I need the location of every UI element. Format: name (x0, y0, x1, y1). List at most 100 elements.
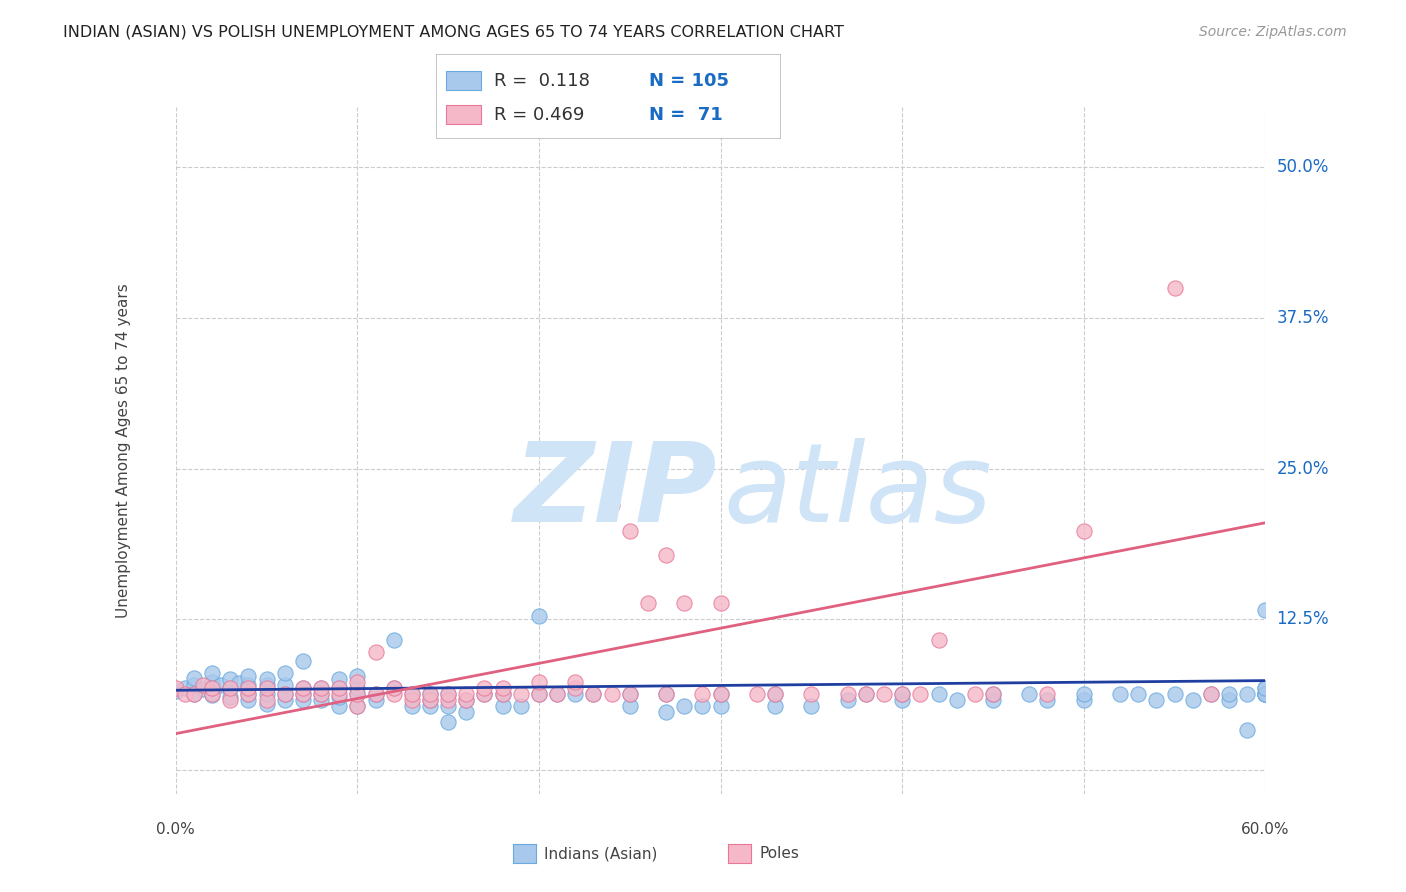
Point (382, 632, 405, 647)
Point (219, 693, 242, 707)
Point (710, 687, 733, 701)
Text: ZIP: ZIP (513, 438, 717, 545)
Point (201, 688, 224, 702)
Point (309, 681, 332, 695)
Point (437, 687, 460, 701)
Point (1218, 693, 1240, 707)
Point (891, 687, 914, 701)
Point (873, 687, 896, 701)
Point (346, 698, 368, 713)
Point (382, 681, 405, 695)
Text: N = 105: N = 105 (650, 71, 730, 89)
Point (256, 697, 278, 711)
Point (692, 687, 714, 701)
Point (582, 687, 605, 701)
Point (1018, 687, 1040, 701)
Point (309, 681, 332, 695)
Text: 37.5%: 37.5% (1277, 309, 1329, 326)
Point (1073, 693, 1095, 707)
Point (710, 597, 733, 611)
Point (981, 687, 1004, 701)
Point (219, 690, 242, 705)
Point (437, 687, 460, 701)
Point (191, 678, 214, 692)
Point (328, 690, 350, 705)
Point (1146, 693, 1168, 707)
Point (1199, 687, 1222, 701)
Text: 50.0%: 50.0% (1277, 158, 1329, 177)
Point (910, 687, 932, 701)
Point (274, 687, 297, 701)
Point (201, 681, 224, 695)
Point (600, 687, 623, 701)
Point (456, 705, 478, 719)
Text: 60.0%: 60.0% (1241, 822, 1289, 837)
Point (655, 687, 678, 701)
Point (419, 687, 441, 701)
Point (1254, 681, 1277, 695)
Point (492, 687, 515, 701)
Text: Indians (Asian): Indians (Asian) (544, 847, 658, 861)
Point (655, 687, 678, 701)
Point (474, 687, 496, 701)
Point (291, 654, 314, 668)
Point (855, 687, 877, 701)
Point (401, 698, 423, 713)
Point (1073, 687, 1095, 701)
Point (228, 676, 250, 690)
Point (763, 698, 786, 713)
Point (619, 524, 641, 539)
Point (364, 687, 387, 701)
Point (183, 671, 205, 685)
Point (401, 687, 423, 701)
Text: N =  71: N = 71 (650, 105, 723, 123)
Point (1109, 687, 1132, 701)
Point (256, 678, 278, 692)
Point (309, 693, 332, 707)
Point (191, 681, 214, 696)
Point (564, 674, 586, 689)
Point (981, 687, 1004, 701)
Point (382, 681, 405, 695)
Point (564, 687, 586, 701)
Point (1254, 681, 1277, 695)
Point (328, 673, 350, 687)
Point (800, 687, 823, 701)
Point (655, 705, 678, 719)
Point (291, 687, 314, 701)
Point (291, 681, 314, 695)
Point (546, 687, 568, 701)
Point (209, 678, 232, 692)
Point (673, 698, 696, 713)
Point (173, 681, 195, 695)
Point (183, 687, 205, 701)
Point (745, 687, 768, 701)
Point (437, 693, 460, 707)
Bar (446, 71, 481, 90)
Point (492, 681, 515, 695)
Point (1254, 687, 1277, 701)
Text: INDIAN (ASIAN) VS POLISH UNEMPLOYMENT AMONG AGES 65 TO 74 YEARS CORRELATION CHAR: INDIAN (ASIAN) VS POLISH UNEMPLOYMENT AM… (63, 25, 844, 40)
Point (928, 687, 950, 701)
Point (238, 687, 260, 701)
Point (1181, 693, 1204, 707)
Text: Unemployment Among Ages 65 to 74 years: Unemployment Among Ages 65 to 74 years (115, 283, 131, 618)
Point (474, 687, 496, 701)
Point (474, 681, 496, 695)
Text: R =  0.118: R = 0.118 (495, 71, 591, 89)
Point (173, 687, 195, 701)
Point (256, 673, 278, 687)
Point (509, 698, 531, 713)
Point (238, 693, 260, 707)
Point (201, 674, 224, 689)
Point (673, 597, 696, 611)
Point (256, 687, 278, 701)
Text: 25.0%: 25.0% (1277, 459, 1329, 477)
Point (1218, 687, 1240, 701)
Point (456, 693, 478, 707)
Point (837, 693, 859, 707)
Point (1036, 687, 1059, 701)
Point (346, 687, 368, 701)
Point (619, 687, 641, 701)
Point (564, 681, 586, 695)
